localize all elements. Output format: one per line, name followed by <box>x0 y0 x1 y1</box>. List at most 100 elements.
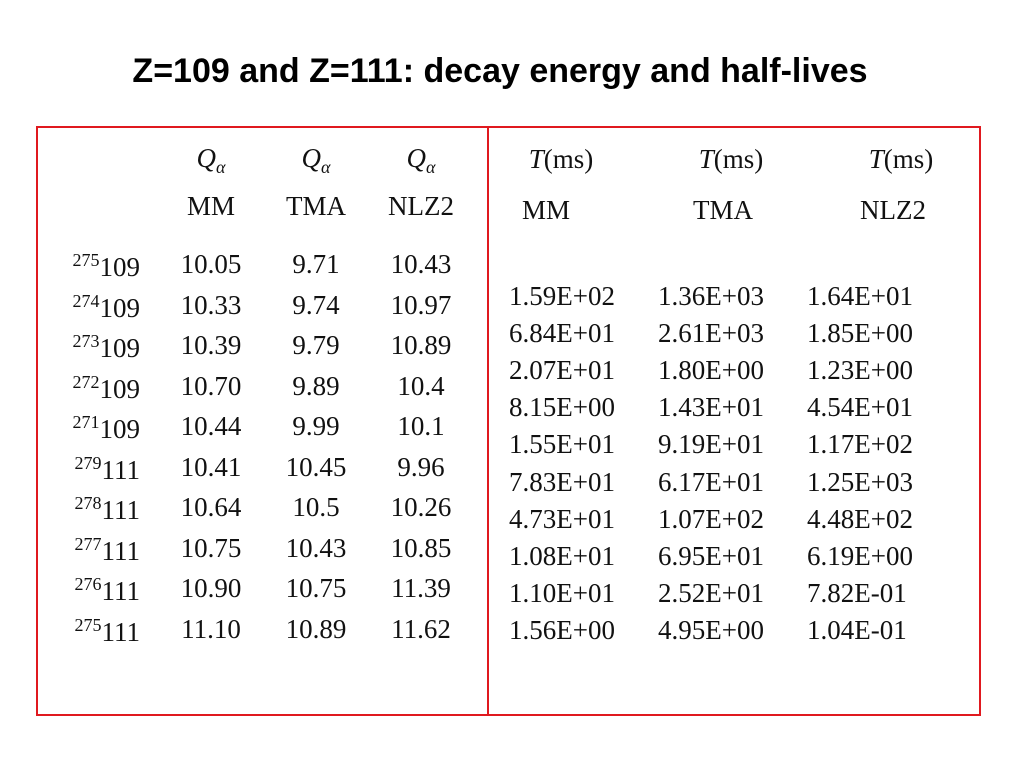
half-life: 1.04E-01 <box>807 614 907 645</box>
half-life: 8.15E+00 <box>509 392 615 423</box>
nuclide: 272109 <box>73 373 141 403</box>
q-value: 10.33 <box>180 289 242 320</box>
t-unit: (ms) <box>713 144 764 174</box>
q-value: 10.39 <box>180 330 242 360</box>
model-header: TMA <box>286 191 346 221</box>
q-value: 10.41 <box>180 451 242 482</box>
mass-number: 275 <box>72 250 100 270</box>
proton-number: 111 <box>101 576 141 606</box>
model-header: MM <box>186 191 236 221</box>
q-value: 9.79 <box>292 330 340 360</box>
mass-number: 278 <box>74 493 102 513</box>
q-subscript: α <box>321 157 331 177</box>
half-life: 1.07E+02 <box>658 503 764 534</box>
half-life: 1.56E+00 <box>509 614 615 645</box>
t-unit: (ms) <box>883 144 934 174</box>
half-life: 2.52E+01 <box>658 577 764 608</box>
half-life: 1.43E+01 <box>658 392 764 423</box>
proton-number: 111 <box>101 454 141 485</box>
q-subscript: α <box>426 157 436 177</box>
proton-number: 109 <box>99 333 141 363</box>
q-value: 10.26 <box>390 492 452 522</box>
nuclide: 273109 <box>73 332 141 362</box>
q-value: 10.4 <box>397 370 445 401</box>
q-value: 10.97 <box>390 289 452 320</box>
q-subscript: α <box>216 157 226 177</box>
half-life: 6.17E+01 <box>658 466 764 497</box>
t-header: T(ms) <box>699 146 764 173</box>
proton-number: 109 <box>99 292 141 323</box>
half-life: 1.23E+00 <box>807 355 913 386</box>
half-life: 9.19E+01 <box>658 429 764 460</box>
half-life: 1.36E+03 <box>658 281 764 311</box>
mass-number: 279 <box>74 452 102 473</box>
model-header: MM <box>521 195 571 225</box>
q-value: 11.10 <box>181 613 241 644</box>
q-value: 9.96 <box>397 451 445 482</box>
q-value: 10.43 <box>390 249 452 279</box>
nuclide: 278111 <box>75 494 141 524</box>
q-value: 9.89 <box>292 370 340 401</box>
nuclide: 275111 <box>75 616 141 646</box>
half-life: 1.25E+03 <box>807 466 913 497</box>
q-value: 10.85 <box>390 532 452 563</box>
q-value: 10.89 <box>285 613 347 644</box>
half-life: 1.59E+02 <box>509 281 615 311</box>
half-life: 6.19E+00 <box>807 540 913 571</box>
q-value: 9.99 <box>292 411 340 441</box>
q-value: 10.44 <box>180 411 242 441</box>
half-life: 6.84E+01 <box>509 318 615 349</box>
q-value: 10.05 <box>180 249 242 279</box>
nuclide: 276111 <box>75 575 141 605</box>
proton-number: 111 <box>101 616 141 647</box>
half-life: 4.95E+00 <box>658 614 764 645</box>
model-header: NLZ2 <box>388 191 454 221</box>
half-life: 4.48E+02 <box>807 503 913 534</box>
q-value: 10.75 <box>285 573 347 603</box>
nuclide: 279111 <box>75 454 141 484</box>
mass-number: 271 <box>72 412 100 432</box>
q-header: Qα <box>406 143 436 177</box>
t-header: T(ms) <box>529 146 594 173</box>
nuclide: 271109 <box>73 413 141 443</box>
nuclide: 275109 <box>73 251 141 281</box>
q-value: 10.70 <box>180 370 242 401</box>
t-symbol: T <box>528 144 544 174</box>
t-header: T(ms) <box>869 146 934 173</box>
mass-number: 276 <box>74 574 102 594</box>
half-life: 4.73E+01 <box>509 503 615 534</box>
half-life: 1.64E+01 <box>807 281 913 311</box>
half-life: 1.10E+01 <box>509 577 615 608</box>
half-life: 1.17E+02 <box>807 429 913 460</box>
q-value: 11.62 <box>391 613 451 644</box>
half-life: 2.07E+01 <box>509 355 615 386</box>
q-symbol: Q <box>301 143 322 173</box>
q-value: 9.74 <box>292 289 340 320</box>
half-life: 7.83E+01 <box>509 466 615 497</box>
mass-number: 275 <box>74 614 102 635</box>
slide-title: Z=109 and Z=111: decay energy and half-l… <box>132 52 868 90</box>
nuclide: 277111 <box>75 535 141 565</box>
t-symbol: T <box>698 144 714 174</box>
half-life: 7.82E-01 <box>807 577 907 608</box>
q-value: 10.90 <box>180 573 242 603</box>
table-divider <box>487 126 489 714</box>
q-value: 10.89 <box>390 330 452 360</box>
proton-number: 111 <box>101 495 141 525</box>
proton-number: 109 <box>99 373 141 404</box>
mass-number: 277 <box>74 533 102 554</box>
mass-number: 274 <box>72 290 100 311</box>
q-value: 10.45 <box>285 451 347 482</box>
half-life: 1.85E+00 <box>807 318 913 349</box>
mass-number: 273 <box>72 331 100 351</box>
q-header: Qα <box>197 145 226 177</box>
half-life: 2.61E+03 <box>658 318 764 349</box>
q-header: Qα <box>301 143 331 177</box>
half-life: 1.08E+01 <box>509 540 615 571</box>
q-value: 10.43 <box>285 532 347 563</box>
nuclide: 274109 <box>73 292 141 322</box>
q-value: 11.39 <box>391 573 451 603</box>
q-symbol: Q <box>406 143 427 173</box>
t-unit: (ms) <box>543 144 594 174</box>
half-life: 4.54E+01 <box>807 392 913 423</box>
